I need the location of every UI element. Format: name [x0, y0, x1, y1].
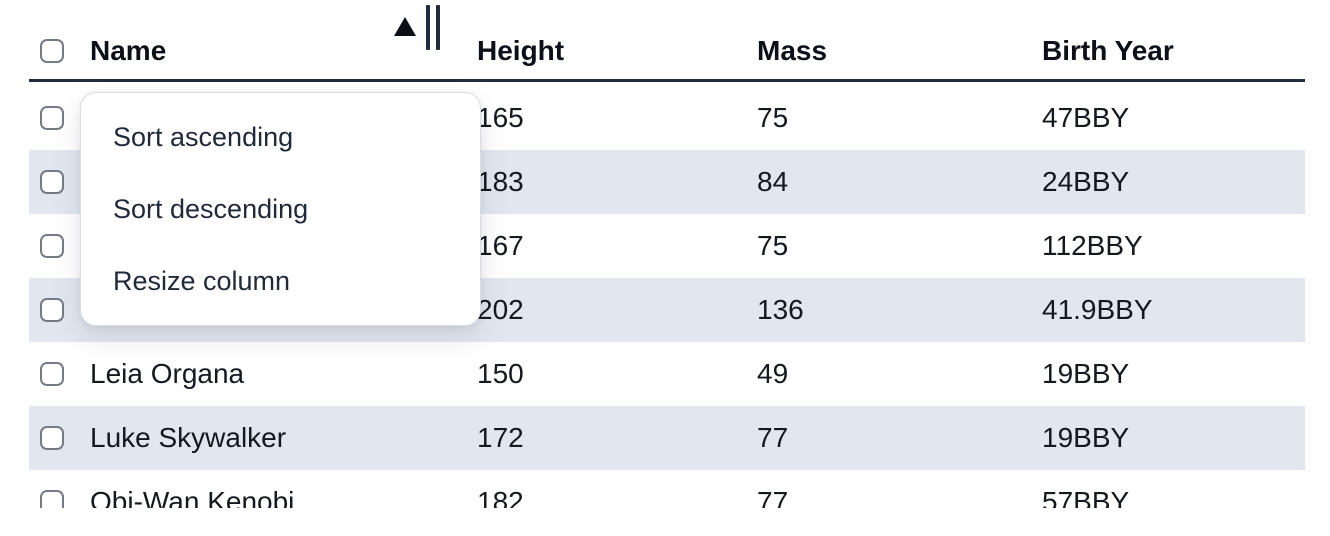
row-checkbox[interactable]	[40, 106, 64, 130]
cell-birth-year: 47BBY	[1042, 102, 1130, 133]
resize-handle-bar	[426, 5, 430, 50]
table-row[interactable]: Leia Organa 150 49 19BBY	[29, 342, 1305, 406]
cell-height: 182	[477, 486, 524, 508]
cell-height: 167	[477, 230, 524, 261]
cell-birth-year: 112BBY	[1042, 230, 1143, 261]
table-viewport: Name Height Mass Birth Year 165	[29, 0, 1305, 508]
cell-mass: 77	[757, 486, 789, 508]
cell-height: 150	[477, 358, 524, 389]
row-checkbox[interactable]	[40, 170, 64, 194]
column-resize-handle[interactable]	[426, 5, 440, 50]
cell-birth-year: 57BBY	[1042, 486, 1130, 508]
cell-mass: 49	[757, 358, 789, 389]
cell-height: 183	[477, 166, 524, 197]
column-header-birth-year-label: Birth Year	[1042, 35, 1174, 66]
menu-item-resize-column[interactable]: Resize column	[113, 265, 291, 296]
column-header-name-label: Name	[90, 35, 167, 66]
column-header-name[interactable]: Name	[80, 35, 461, 67]
column-header-mass-label: Mass	[757, 35, 828, 66]
cell-name: Luke Skywalker	[90, 422, 287, 453]
cell-mass: 136	[757, 294, 804, 325]
header-checkbox-cell	[29, 39, 80, 63]
row-checkbox[interactable]	[40, 490, 64, 508]
cell-name: Obi-Wan Kenobi	[90, 486, 295, 508]
cell-height: 165	[477, 102, 524, 133]
cell-birth-year: 19BBY	[1042, 358, 1130, 389]
cell-birth-year: 24BBY	[1042, 166, 1130, 197]
row-checkbox[interactable]	[40, 298, 64, 322]
table-row[interactable]: Obi-Wan Kenobi 182 77 57BBY	[29, 470, 1305, 508]
cell-birth-year: 19BBY	[1042, 422, 1130, 453]
sort-ascending-icon	[394, 17, 416, 36]
cell-name: Leia Organa	[90, 358, 245, 389]
column-header-birth-year[interactable]: Birth Year	[1026, 35, 1305, 67]
cell-birth-year: 41.9BBY	[1042, 294, 1153, 325]
column-context-menu: Sort ascending Sort descending Resize co…	[80, 92, 481, 326]
row-checkbox[interactable]	[40, 426, 64, 450]
column-header-height[interactable]: Height	[461, 35, 741, 67]
cell-height: 172	[477, 422, 524, 453]
cell-mass: 84	[757, 166, 789, 197]
row-checkbox[interactable]	[40, 362, 64, 386]
cell-mass: 77	[757, 422, 789, 453]
column-header-height-label: Height	[477, 35, 565, 66]
menu-item-sort-ascending[interactable]: Sort ascending	[113, 121, 294, 152]
menu-item-sort-descending[interactable]: Sort descending	[113, 193, 309, 224]
table-header-row: Name Height Mass Birth Year	[29, 0, 1305, 82]
cell-mass: 75	[757, 230, 789, 261]
select-all-checkbox[interactable]	[40, 39, 64, 63]
row-checkbox[interactable]	[40, 234, 64, 258]
column-header-mass[interactable]: Mass	[741, 35, 1026, 67]
table-row[interactable]: Luke Skywalker 172 77 19BBY	[29, 406, 1305, 470]
cell-mass: 75	[757, 102, 789, 133]
cell-height: 202	[477, 294, 524, 325]
resize-handle-bar	[436, 5, 440, 50]
